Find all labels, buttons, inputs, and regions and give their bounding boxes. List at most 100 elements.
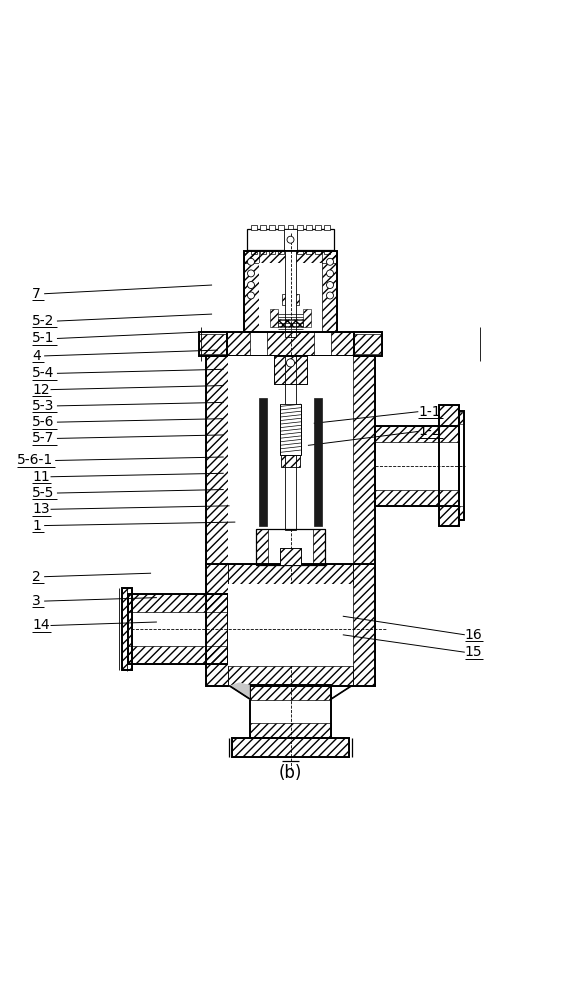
Bar <box>199 332 227 356</box>
Bar <box>353 564 375 686</box>
Bar <box>260 225 266 230</box>
Bar <box>250 685 331 700</box>
Bar <box>297 225 303 230</box>
Bar <box>232 738 349 757</box>
Bar <box>288 225 293 230</box>
Bar <box>306 225 311 230</box>
Circle shape <box>327 292 333 299</box>
Bar <box>459 506 464 519</box>
Bar <box>228 564 353 584</box>
Bar <box>375 426 459 442</box>
Text: 5-3: 5-3 <box>32 399 55 413</box>
Bar <box>199 334 227 354</box>
Bar <box>128 594 228 664</box>
Bar <box>228 356 353 565</box>
Bar <box>306 250 311 254</box>
Circle shape <box>286 359 295 367</box>
Circle shape <box>248 270 254 277</box>
Bar <box>228 666 353 686</box>
Bar <box>281 455 300 467</box>
Text: 1-1: 1-1 <box>418 405 441 419</box>
Bar <box>439 405 459 526</box>
Bar <box>278 319 303 327</box>
Bar <box>459 412 464 424</box>
Circle shape <box>248 282 254 289</box>
Polygon shape <box>228 682 250 700</box>
Bar <box>274 356 307 384</box>
Bar <box>206 356 228 565</box>
Bar <box>353 356 375 565</box>
Bar <box>250 723 331 738</box>
Bar <box>270 309 278 327</box>
Text: 5-4: 5-4 <box>32 366 55 380</box>
Bar <box>206 564 375 686</box>
Text: 1-2: 1-2 <box>418 424 441 438</box>
Bar <box>247 229 334 250</box>
Text: 12: 12 <box>32 383 49 397</box>
Bar <box>250 685 331 738</box>
Bar <box>354 332 382 356</box>
Bar <box>256 529 325 565</box>
Bar <box>259 263 322 332</box>
Bar <box>244 251 259 332</box>
Text: 4: 4 <box>32 349 41 363</box>
Text: 5-7: 5-7 <box>32 431 55 445</box>
Text: 7: 7 <box>32 287 41 301</box>
Bar <box>227 332 354 356</box>
Text: 3: 3 <box>32 594 41 608</box>
Bar <box>303 309 311 327</box>
Text: 15: 15 <box>465 645 482 659</box>
Circle shape <box>287 236 294 243</box>
Bar <box>375 426 459 506</box>
Text: 16: 16 <box>465 628 483 642</box>
Circle shape <box>248 292 254 299</box>
Bar <box>284 229 297 250</box>
Bar <box>439 506 459 526</box>
Text: 5-6: 5-6 <box>32 415 55 429</box>
Bar <box>232 738 349 757</box>
Text: 5-2: 5-2 <box>32 314 55 328</box>
Bar <box>227 332 250 356</box>
Bar <box>270 250 275 254</box>
Circle shape <box>327 270 333 277</box>
Bar <box>282 294 299 305</box>
Bar <box>354 334 382 354</box>
Bar <box>439 405 459 426</box>
Bar <box>331 332 354 356</box>
Bar <box>313 529 325 565</box>
Text: 5-6-1: 5-6-1 <box>17 453 53 467</box>
Circle shape <box>248 258 254 265</box>
Bar <box>122 588 132 670</box>
Bar <box>128 594 228 612</box>
Bar <box>251 250 257 254</box>
Text: 5-1: 5-1 <box>32 331 55 345</box>
Bar <box>278 225 284 230</box>
Bar <box>280 548 301 565</box>
Text: 5-5: 5-5 <box>32 486 55 500</box>
Bar <box>228 584 353 666</box>
Bar <box>206 564 228 686</box>
Bar <box>260 250 266 254</box>
Bar <box>128 646 228 664</box>
Bar <box>285 251 296 337</box>
Bar <box>274 356 307 384</box>
Bar <box>244 251 337 332</box>
Bar <box>270 225 275 230</box>
Text: 13: 13 <box>32 502 49 516</box>
Bar <box>267 332 314 356</box>
Bar <box>322 251 337 332</box>
Bar <box>297 250 303 254</box>
Text: (b): (b) <box>279 764 302 782</box>
Bar <box>375 490 459 506</box>
Bar <box>122 588 132 670</box>
Circle shape <box>327 282 333 289</box>
Bar <box>280 404 301 455</box>
Bar <box>251 225 257 230</box>
Bar <box>256 529 268 565</box>
Bar <box>459 411 464 520</box>
Text: 11: 11 <box>32 470 50 484</box>
Bar <box>324 250 330 254</box>
Text: 2: 2 <box>32 570 41 584</box>
Bar <box>285 356 296 530</box>
Bar <box>315 225 321 230</box>
